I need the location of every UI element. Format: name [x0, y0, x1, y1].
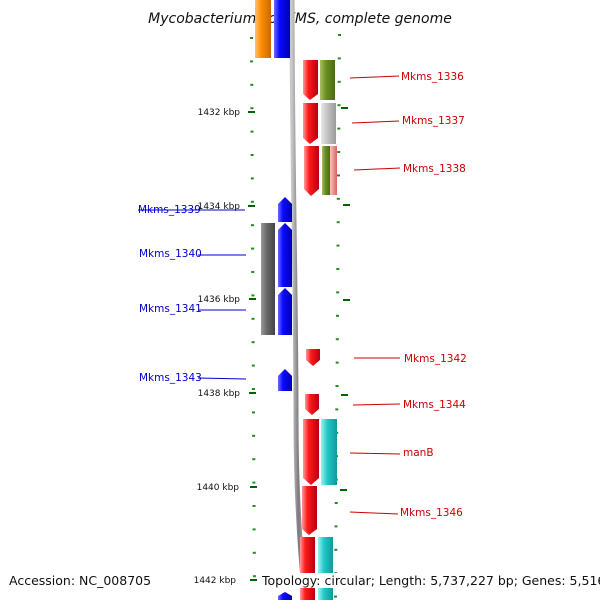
- tick-dot: [250, 83, 254, 86]
- cds-arrow-mkms-1346[interactable]: [302, 486, 317, 535]
- cds-arrow-mkms-1339[interactable]: [278, 197, 292, 222]
- tick-dot: [337, 80, 341, 83]
- cog-block-orange[interactable]: [255, 0, 271, 58]
- tick-dot: [251, 247, 255, 250]
- reverse-gene-labels: Mkms_1339 Mkms_1340 Mkms_1341 Mkms_1343: [138, 204, 247, 384]
- gene-label-mkms-1337[interactable]: Mkms_1337: [402, 115, 465, 127]
- scale-label-1436: 1436 kbp: [198, 295, 241, 305]
- tick-dot: [252, 411, 255, 414]
- tick-dot: [336, 197, 340, 200]
- cds-arrow-top-reverse[interactable]: [274, 0, 290, 58]
- cog-block-salmon-1338[interactable]: [330, 146, 337, 195]
- topology-summary: Topology: circular; Length: 5,737,227 bp…: [260, 573, 600, 588]
- cds-arrow-mkms-1344[interactable]: [305, 394, 319, 415]
- cds-arrow-bottom-reverse[interactable]: [278, 592, 292, 600]
- tick-dot: [335, 361, 339, 364]
- scale-label-1434: 1434 kbp: [198, 202, 241, 212]
- tick-dot: [336, 268, 340, 270]
- cog-block-cyan-manb[interactable]: [321, 419, 337, 485]
- gene-label-mkms-1340[interactable]: Mkms_1340: [139, 248, 202, 260]
- cds-arrow-bottom-forward[interactable]: [300, 537, 315, 600]
- forward-gene-labels: Mkms_1336 Mkms_1337 Mkms_1338 Mkms_1342 …: [349, 71, 467, 519]
- tick-dot: [336, 221, 340, 224]
- cds-arrow-mkms-1336[interactable]: [303, 60, 318, 100]
- tick-dot: [336, 291, 340, 294]
- tick-dot: [250, 130, 254, 133]
- gene-label-mkms-1343[interactable]: Mkms_1343: [139, 372, 202, 384]
- scale-label-1440: 1440 kbp: [197, 483, 240, 493]
- cds-arrow-mkms-1342[interactable]: [306, 349, 320, 366]
- gene-label-mkms-1346[interactable]: Mkms_1346: [400, 507, 463, 519]
- tick-dot: [252, 551, 256, 554]
- cog-block-green-1338[interactable]: [322, 146, 330, 195]
- tick-dot: [337, 174, 340, 177]
- tick-dot: [251, 317, 255, 320]
- tick-dot: [251, 341, 255, 344]
- tick-dot: [251, 388, 255, 390]
- cog-block-green-1336[interactable]: [320, 60, 335, 100]
- tick-dot: [252, 528, 256, 531]
- scale-ruler: 1432 kbp 1434 kbp 1436 kbp 1438 kbp 1440…: [194, 107, 350, 586]
- tick-dot: [252, 434, 256, 437]
- cds-arrow-mkms-1343[interactable]: [278, 369, 292, 391]
- cog-block-cyan-bottom[interactable]: [318, 537, 333, 600]
- tick-dot: [251, 294, 255, 297]
- tick-dot: [334, 548, 338, 551]
- scale-label-1438: 1438 kbp: [198, 389, 241, 399]
- tick-dot: [252, 575, 256, 578]
- gene-label-mkms-1342[interactable]: Mkms_1342: [404, 353, 467, 365]
- tick-dot: [250, 177, 254, 180]
- tick-dot: [335, 408, 339, 411]
- tick-dot: [335, 385, 339, 387]
- tick-dot: [337, 57, 341, 60]
- cog-block-gray-1337[interactable]: [321, 103, 336, 144]
- tick-dot: [250, 37, 253, 39]
- cds-arrow-mkms-1340[interactable]: [278, 223, 292, 287]
- forward-cog-track: [318, 60, 337, 600]
- tick-dot: [337, 127, 341, 130]
- cds-arrow-manb[interactable]: [303, 419, 319, 485]
- tick-dot: [336, 244, 340, 247]
- tick-dot: [334, 595, 337, 598]
- tick-dot: [252, 505, 256, 507]
- gene-label-mkms-1336[interactable]: Mkms_1336: [401, 71, 464, 83]
- tick-dot: [251, 224, 254, 227]
- tick-dot: [250, 107, 254, 110]
- cds-arrow-mkms-1341[interactable]: [278, 288, 292, 335]
- tick-dot: [251, 364, 255, 367]
- tick-dot: [251, 271, 255, 273]
- tick-dot: [337, 104, 341, 107]
- tick-dot: [252, 458, 256, 461]
- tick-dot: [336, 314, 339, 317]
- cog-block-dark-gray[interactable]: [261, 223, 275, 335]
- scale-label-1432: 1432 kbp: [198, 108, 241, 118]
- scale-label-1442: 1442 kbp: [194, 576, 237, 586]
- tick-dot: [250, 154, 254, 156]
- gene-label-mkms-1341[interactable]: Mkms_1341: [139, 303, 202, 315]
- reverse-cds-track: [274, 0, 292, 600]
- tick-dot: [252, 481, 256, 484]
- gene-label-manb[interactable]: manB: [403, 447, 434, 459]
- gene-label-mkms-1344[interactable]: Mkms_1344: [403, 399, 466, 411]
- tick-dot: [338, 34, 341, 36]
- tick-dot: [250, 60, 254, 63]
- map-title: Mycobacterium sp. KMS, complete genome: [148, 11, 452, 27]
- cds-arrow-mkms-1338[interactable]: [304, 146, 319, 196]
- cds-arrow-mkms-1337[interactable]: [303, 103, 318, 144]
- tick-dot: [334, 502, 338, 504]
- forward-cds-track: [300, 60, 320, 600]
- tick-dot: [337, 151, 341, 153]
- reverse-cog-track: [255, 0, 275, 335]
- tick-dot: [334, 525, 338, 528]
- gene-label-mkms-1338[interactable]: Mkms_1338: [403, 163, 466, 175]
- tick-dot: [250, 200, 254, 203]
- accession-label: Accession: NC_008705: [9, 573, 155, 588]
- tick-dot: [335, 338, 339, 341]
